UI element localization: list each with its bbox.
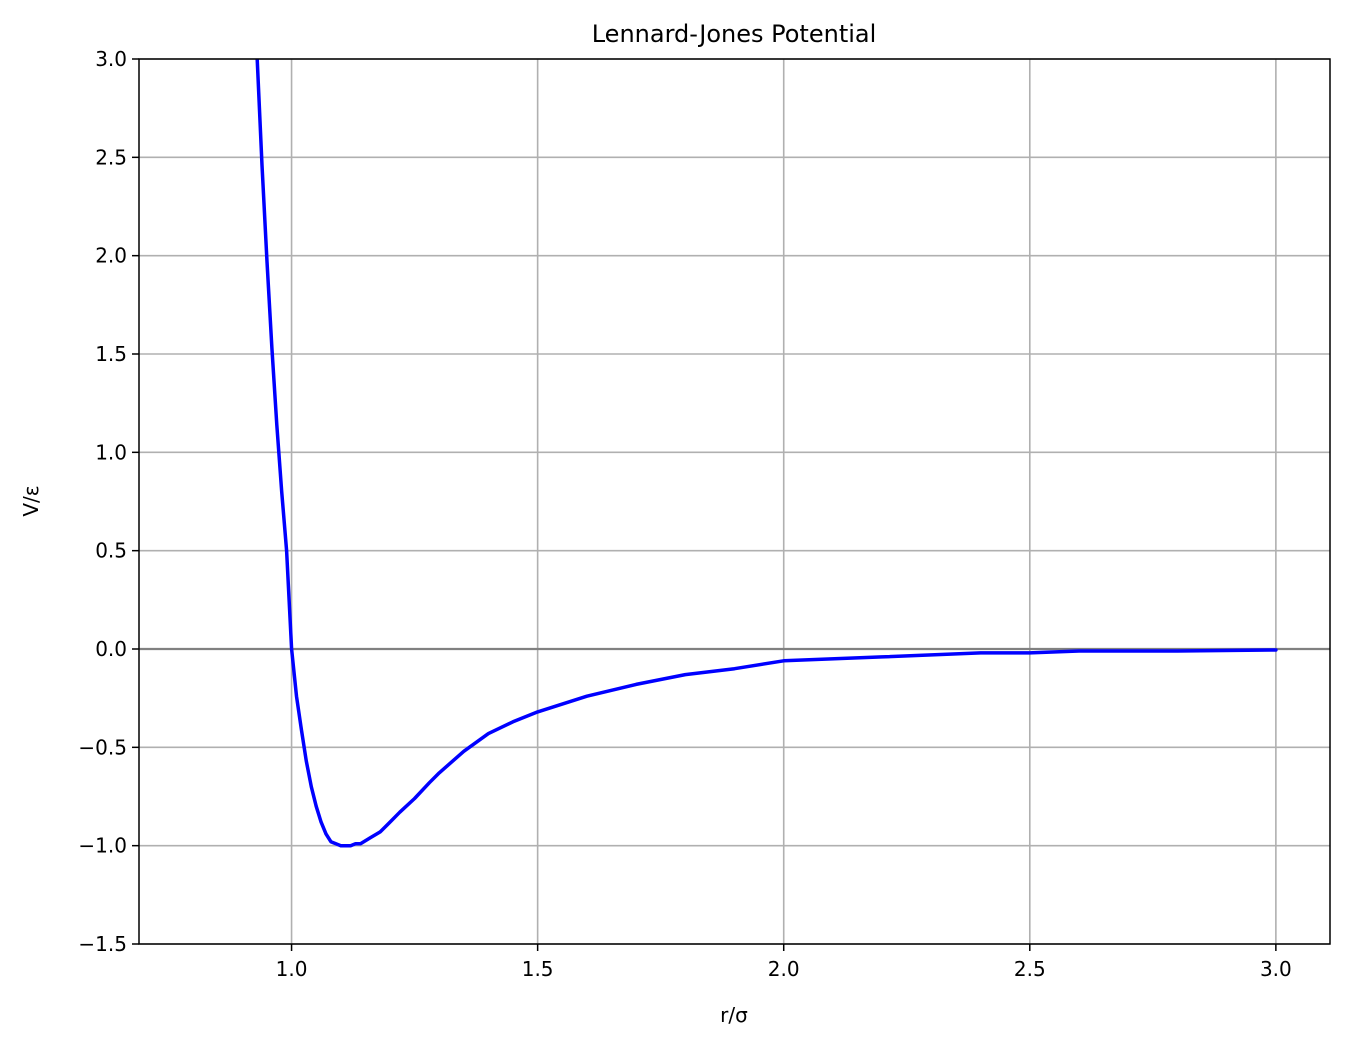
y-tick-label: 2.5	[95, 145, 127, 169]
chart-title: Lennard-Jones Potential	[592, 20, 877, 48]
y-tick-label: 1.0	[95, 440, 127, 464]
y-tick-label: −1.0	[78, 834, 127, 858]
y-axis-ticks: −1.5 −1.0 −0.5 0.0 0.5 1.0 1.5 2.0 2.5 3.0	[78, 47, 139, 956]
x-axis-ticks: 1.0 1.5 2.0 2.5 3.0	[276, 944, 1292, 981]
x-tick-label: 3.0	[1260, 957, 1292, 981]
x-axis-label: r/σ	[720, 1003, 748, 1027]
x-tick-label: 2.0	[768, 957, 800, 981]
x-tick-label: 1.5	[522, 957, 554, 981]
plot-frame	[138, 58, 1331, 945]
y-tick-label: 0.5	[95, 539, 127, 563]
y-tick-label: 3.0	[95, 47, 127, 71]
y-axis-label: V/ε	[19, 485, 43, 516]
x-tick-label: 2.5	[1014, 957, 1046, 981]
x-tick-label: 1.0	[276, 957, 308, 981]
y-tick-label: −1.5	[78, 932, 127, 956]
y-tick-label: 1.5	[95, 342, 127, 366]
y-tick-label: 2.0	[95, 244, 127, 268]
series-layer	[255, 59, 1278, 848]
y-tick-label: −0.5	[78, 735, 127, 759]
y-tick-label: 0.0	[95, 637, 127, 661]
potential-curve	[255, 59, 1278, 848]
